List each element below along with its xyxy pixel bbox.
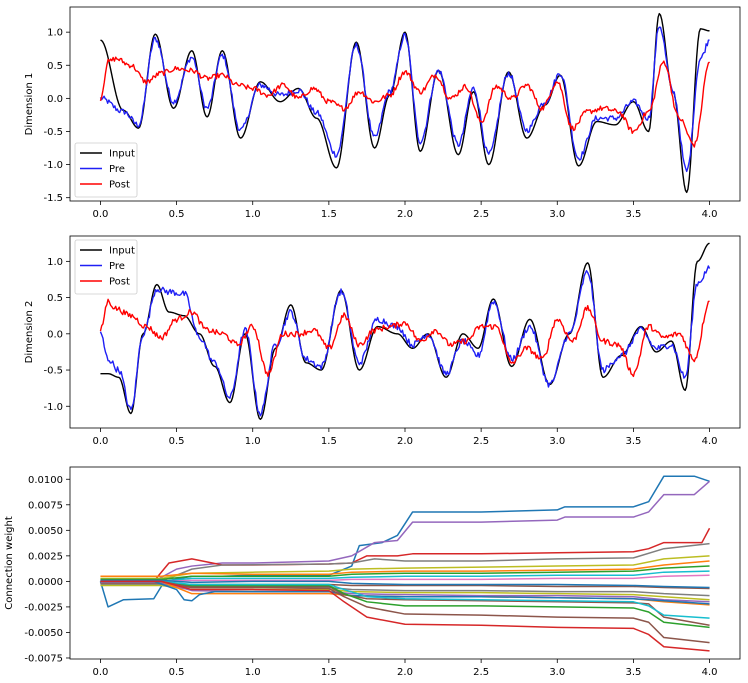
x-tick-label: 4.0 [702,209,718,220]
weight-line-9 [100,574,710,583]
panel-2: 0.0 0.5 1.0 1.5 2.0 2.5 3.0 3.5 4.0 1.0 0.5 0.0 -0.5… [24,235,741,447]
series-input-line [100,242,710,421]
weight-line-8 [100,570,710,583]
legend-label-pre: Pre [109,164,125,175]
x-tick-label: 1.5 [321,667,337,678]
x-tick-label: 2.5 [473,209,489,220]
weight-line-17 [100,580,710,627]
legend-label-input: Input [109,246,135,257]
x-tick-label: 1.5 [321,436,337,447]
y-tick-label: -0.0025 [24,602,63,613]
x-tick-label: 1.0 [245,436,261,447]
x-tick-label: 0.5 [169,436,185,447]
y-tick-label: -0.5 [43,366,63,377]
y-tick-label: 0.0025 [28,551,63,562]
weight-line-16 [100,580,710,605]
x-tick-label: 2.0 [397,667,413,678]
y-tick-label: 0.5 [47,61,63,72]
y-tick-label: 0.0075 [28,500,63,511]
y-tick-label: -0.0050 [24,628,63,639]
y-tick-label: 0.5 [47,293,63,304]
weight-line-11 [100,579,710,589]
weight-line-3 [100,527,711,583]
y-tick-label: 0.0100 [28,475,63,486]
legend: Input Pre Post [74,239,138,295]
x-tick-label: 2.5 [473,436,489,447]
x-tick-label: 3.0 [549,436,565,447]
y-tick-label: 0.0000 [28,577,63,588]
y-tick-label: -1.0 [43,160,63,171]
plot-frame [69,235,741,429]
y-tick-label: -1.0 [43,402,63,413]
y-tick-label: 0.0 [47,329,63,340]
weight-line-2 [100,480,711,583]
y-tick-label: -0.0075 [24,653,63,664]
y-tick-label: 1.0 [47,257,63,268]
x-tick-label: 3.0 [549,209,565,220]
y-axis-label: Connection weight [4,516,15,610]
weight-line-21 [100,580,710,652]
x-tick-label: 2.0 [397,209,413,220]
series-pre-line [99,265,711,417]
legend-label-post: Post [109,277,130,288]
x-tick-label: 0.5 [169,667,185,678]
legend-label-post: Post [109,180,130,191]
x-tick-label: 2.5 [473,667,489,678]
y-axis-label: Dimension 2 [24,301,35,364]
x-tick-label: 0.5 [169,209,185,220]
series-pre-line [99,26,710,173]
weight-line-20 [100,580,710,644]
x-tick-label: 4.0 [702,667,718,678]
x-tick-label: 3.5 [625,667,641,678]
weight-line-19 [100,580,710,619]
y-axis-label: Dimension 1 [24,73,35,136]
legend: Input Pre Post [74,142,138,198]
weight-line-7 [100,565,710,581]
weight-line-18 [100,580,710,629]
x-tick-label: 1.5 [321,209,337,220]
x-tick-label: 3.5 [625,436,641,447]
weight-line-4 [100,542,710,583]
y-tick-label: 0.0 [47,94,63,105]
weight-line-6 [100,560,710,578]
y-tick-label: -0.5 [43,127,63,138]
x-tick-label: 4.0 [702,436,718,447]
x-tick-label: 1.0 [245,209,261,220]
x-tick-label: 0.0 [93,667,109,678]
y-tick-label: 1.0 [47,28,63,39]
x-tick-label: 2.0 [397,436,413,447]
x-tick-label: 0.0 [93,209,109,220]
panel-3: 0.0 0.5 1.0 1.5 2.0 2.5 3.0 3.5 4.0 0.0100 0.0075 0… [4,466,741,678]
x-tick-label: 1.0 [245,667,261,678]
x-tick-label: 3.5 [625,209,641,220]
x-tick-label: 0.0 [93,436,109,447]
legend-label-pre: Pre [109,261,125,272]
series-post-line [99,56,711,148]
series-input-line [100,12,710,194]
series-post-line [99,298,710,378]
x-tick-label: 3.0 [549,667,565,678]
panel-1: 0.0 0.5 1.0 1.5 2.0 2.5 3.0 3.5 4.0 1.0 0.5 0.0 -0.5… [24,6,741,220]
y-tick-label: -1.5 [43,193,63,204]
legend-label-input: Input [109,149,135,160]
y-tick-label: 0.0050 [28,526,63,537]
weight-line-14 [100,581,710,603]
